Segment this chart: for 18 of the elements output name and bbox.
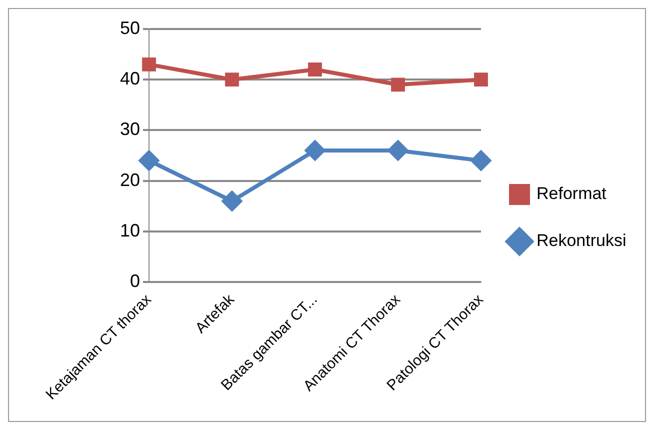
point <box>308 62 322 76</box>
y-tick-label: 40 <box>120 68 140 89</box>
point <box>139 150 159 171</box>
point <box>471 150 491 171</box>
legend-label: Reformat <box>536 184 607 204</box>
y-tick-label: 0 <box>130 271 140 292</box>
point <box>474 72 488 87</box>
point <box>142 57 156 72</box>
y-tick-label: 30 <box>120 119 140 140</box>
y-tick-label: 20 <box>120 170 140 190</box>
point <box>225 72 239 87</box>
point <box>305 140 325 160</box>
point <box>222 191 242 212</box>
y-tick-label: 50 <box>120 18 140 38</box>
legend-label: Rekontruksi <box>536 231 626 250</box>
point <box>388 140 408 160</box>
point <box>391 78 405 92</box>
y-tick-label: 10 <box>120 220 140 240</box>
